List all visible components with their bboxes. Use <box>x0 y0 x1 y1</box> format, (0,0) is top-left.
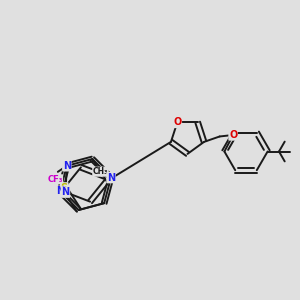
Text: O: O <box>173 117 182 128</box>
Text: CF₃: CF₃ <box>47 175 62 184</box>
Text: N: N <box>107 173 115 183</box>
Text: O: O <box>229 130 237 140</box>
Text: N: N <box>61 187 70 197</box>
Text: CH₃: CH₃ <box>93 167 108 176</box>
Text: S: S <box>61 183 68 193</box>
Text: N: N <box>56 186 64 196</box>
Text: N: N <box>63 161 71 171</box>
Text: N: N <box>56 186 64 196</box>
